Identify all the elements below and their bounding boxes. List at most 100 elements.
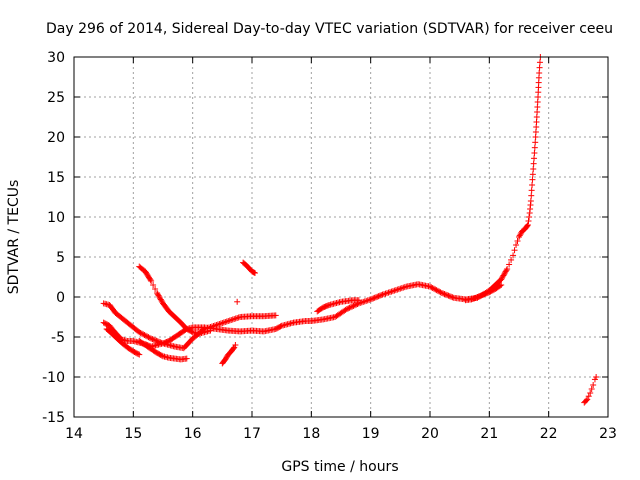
data-point <box>527 198 534 204</box>
y-tick-label: 10 <box>47 210 65 226</box>
data-point <box>448 293 455 300</box>
data-point <box>345 305 352 312</box>
data-point <box>500 272 507 279</box>
data-point <box>428 284 435 291</box>
data-point <box>498 275 505 282</box>
x-tick-label: 16 <box>184 426 202 442</box>
data-point <box>497 282 504 289</box>
data-point <box>368 295 375 302</box>
x-tick-label: 20 <box>421 426 439 442</box>
data-point <box>531 150 538 156</box>
data-point <box>372 294 379 301</box>
data-point <box>251 270 258 276</box>
data-point <box>153 337 160 344</box>
data-point <box>148 278 155 284</box>
y-axis-label: SDTVAR / TECUs <box>6 180 22 295</box>
data-point <box>141 332 148 339</box>
data-point <box>440 290 447 297</box>
data-point <box>147 276 154 283</box>
data-point <box>433 287 440 294</box>
data-point <box>501 271 508 278</box>
data-point <box>516 232 523 239</box>
data-point <box>503 267 510 274</box>
data-point <box>155 292 162 299</box>
data-point <box>506 261 513 268</box>
data-point <box>158 352 165 359</box>
data-point <box>148 335 155 342</box>
data-point <box>530 160 537 167</box>
data-point <box>149 336 156 343</box>
data-point <box>516 234 522 240</box>
data-point <box>536 59 543 66</box>
data-point <box>444 292 451 299</box>
data-point <box>146 334 153 341</box>
data-point <box>528 187 535 194</box>
data-point <box>445 292 452 299</box>
data-point <box>524 222 531 228</box>
data-point <box>367 296 374 303</box>
data-point <box>427 283 433 290</box>
y-tick-label: 15 <box>47 170 65 186</box>
data-point <box>529 176 536 183</box>
data-point <box>347 304 354 311</box>
chart-title: Day 296 of 2014, Sidereal Day-to-day VTE… <box>46 21 613 37</box>
data-point <box>510 252 517 259</box>
data-point <box>158 297 165 304</box>
data-point <box>588 386 595 392</box>
data-point <box>183 355 190 362</box>
data-point <box>449 294 456 301</box>
data-point <box>157 295 164 302</box>
data-point <box>371 294 378 301</box>
data-point <box>346 304 353 311</box>
y-tick-label: 30 <box>47 50 65 66</box>
x-tick-label: 17 <box>243 426 261 442</box>
x-tick-label: 15 <box>124 426 142 442</box>
data-point <box>502 268 509 275</box>
data-point <box>498 282 505 288</box>
data-point <box>525 218 532 224</box>
data-point <box>584 396 591 403</box>
data-point <box>501 269 508 276</box>
grid-layer <box>74 57 608 417</box>
data-point <box>499 273 506 280</box>
data-point <box>250 269 257 276</box>
x-axis-label: GPS time / hours <box>281 459 398 475</box>
data-point <box>530 166 537 172</box>
data-point <box>188 328 195 335</box>
data-point <box>587 390 594 396</box>
data-point <box>436 288 443 295</box>
data-point <box>272 312 279 319</box>
data-point <box>136 329 143 336</box>
data-point <box>508 256 515 263</box>
data-point <box>351 302 358 309</box>
x-tick-label: 21 <box>480 426 498 442</box>
data-point <box>529 171 536 178</box>
data-point <box>526 214 533 220</box>
data-point <box>532 139 539 146</box>
data-point <box>142 332 149 339</box>
data-point <box>432 286 439 293</box>
tick-layer: 14 15 16 17 18 19 20 21 22 23 -15 -10 -5 0 5 10 15 20 25 30 <box>42 50 617 442</box>
data-point <box>378 292 385 299</box>
data-point <box>498 276 505 283</box>
y-tick-label: -15 <box>42 410 65 426</box>
y-tick-label: 0 <box>56 290 65 306</box>
data-point <box>152 286 159 292</box>
data-point <box>593 374 600 380</box>
data-point <box>446 293 453 300</box>
x-tick-label: 22 <box>540 426 558 442</box>
data-point <box>374 293 381 300</box>
y-tick-label: 5 <box>56 250 65 266</box>
data-point <box>140 331 147 338</box>
y-tick-label: 20 <box>47 130 65 146</box>
data-point <box>370 295 377 302</box>
plot-frame <box>73 56 609 418</box>
y-tick-label: -5 <box>51 330 65 346</box>
data-point <box>157 296 164 303</box>
data-point <box>277 323 284 330</box>
x-tick-label: 18 <box>302 426 320 442</box>
data-point <box>154 290 161 296</box>
data-points <box>100 54 600 406</box>
data-point <box>349 303 356 310</box>
